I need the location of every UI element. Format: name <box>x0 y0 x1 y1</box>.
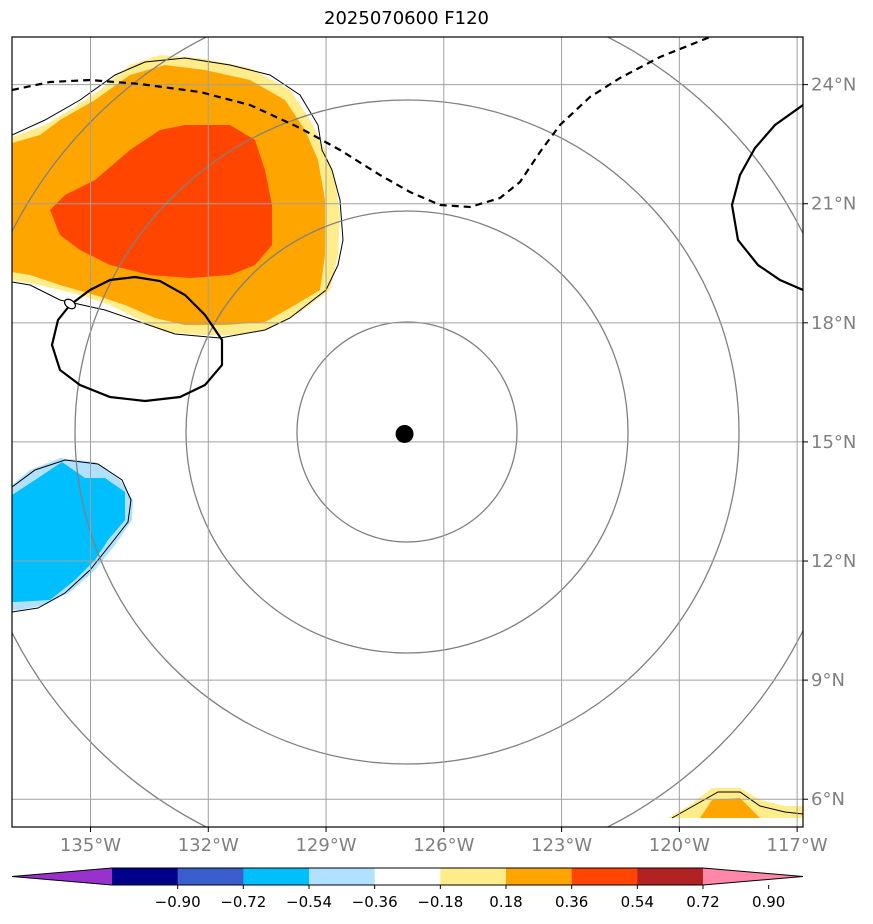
colorbar-tick-label: 0.36 <box>555 893 588 911</box>
lat-tick-label: 15°N <box>811 432 856 453</box>
lat-tick-label: 9°N <box>811 670 845 691</box>
colorbar-segment <box>177 868 244 885</box>
lat-tick-label: 12°N <box>811 551 856 572</box>
contour-lines <box>12 37 803 403</box>
colorbar-segment <box>243 868 310 885</box>
colorbar-tick-label: −0.90 <box>155 893 201 911</box>
lat-tick-label: 24°N <box>811 75 856 96</box>
colorbar <box>11 867 804 886</box>
colorbar-tick-label: −0.72 <box>220 893 266 911</box>
map-title: 2025070600 F120 <box>324 8 489 29</box>
colorbar-segment <box>506 868 573 885</box>
colorbar-tick-label: −0.36 <box>352 893 398 911</box>
range-rings <box>12 37 803 827</box>
closed-contour-west <box>50 275 224 403</box>
colorbar-segment <box>440 868 507 885</box>
lon-tick-label: 132°W <box>178 835 239 856</box>
colorbar-labels: −0.90 −0.72 −0.54 −0.36 −0.18 0.18 0.36 0.54 0.7… <box>155 885 785 911</box>
small-closed-contour <box>63 298 77 310</box>
lon-tick-label: 135°W <box>60 835 121 856</box>
colorbar-tick-label: 0.72 <box>686 893 719 911</box>
longitude-labels: 135°W 132°W 129°W 126°W 123°W 120°W 117°W <box>60 835 828 856</box>
colorbar-segment <box>374 868 441 885</box>
negative-anomaly-region-west <box>12 458 133 613</box>
storm-center-marker <box>395 424 414 443</box>
colorbar-segment <box>637 868 704 885</box>
map-frame <box>11 36 804 828</box>
lon-tick-label: 120°W <box>649 835 710 856</box>
lon-tick-label: 129°W <box>295 835 356 856</box>
range-ring-1 <box>296 321 518 543</box>
positive-anomaly-region-northwest <box>12 55 344 339</box>
colorbar-tick-label: 0.90 <box>752 893 785 911</box>
range-ring-3 <box>74 99 740 765</box>
colorbar-segment <box>571 868 638 885</box>
contour-east <box>730 104 803 292</box>
colorbar-extend-high <box>703 868 803 885</box>
lon-tick-label: 126°W <box>413 835 474 856</box>
positive-anomaly-region-southeast <box>668 788 803 819</box>
gridlines <box>12 37 803 827</box>
lon-tick-label: 117°W <box>767 835 828 856</box>
colorbar-tick-label: 0.18 <box>489 893 522 911</box>
colorbar-segment <box>112 868 179 885</box>
axis-ticks <box>90 84 808 832</box>
colorbar-tick-label: 0.54 <box>621 893 654 911</box>
lat-tick-label: 6°N <box>811 789 845 810</box>
colorbar-tick-label: −0.18 <box>417 893 463 911</box>
lon-tick-label: 123°W <box>531 835 592 856</box>
colorbar-tick-label: −0.54 <box>286 893 332 911</box>
lat-tick-label: 18°N <box>811 313 856 334</box>
colorbar-segment <box>309 868 376 885</box>
colorbar-outline <box>11 867 804 886</box>
latitude-labels: 6°N 9°N 12°N 15°N 18°N 21°N 24°N <box>811 75 856 811</box>
range-ring-2 <box>185 210 629 654</box>
lat-tick-label: 21°N <box>811 194 856 215</box>
colorbar-extend-low <box>12 868 112 885</box>
